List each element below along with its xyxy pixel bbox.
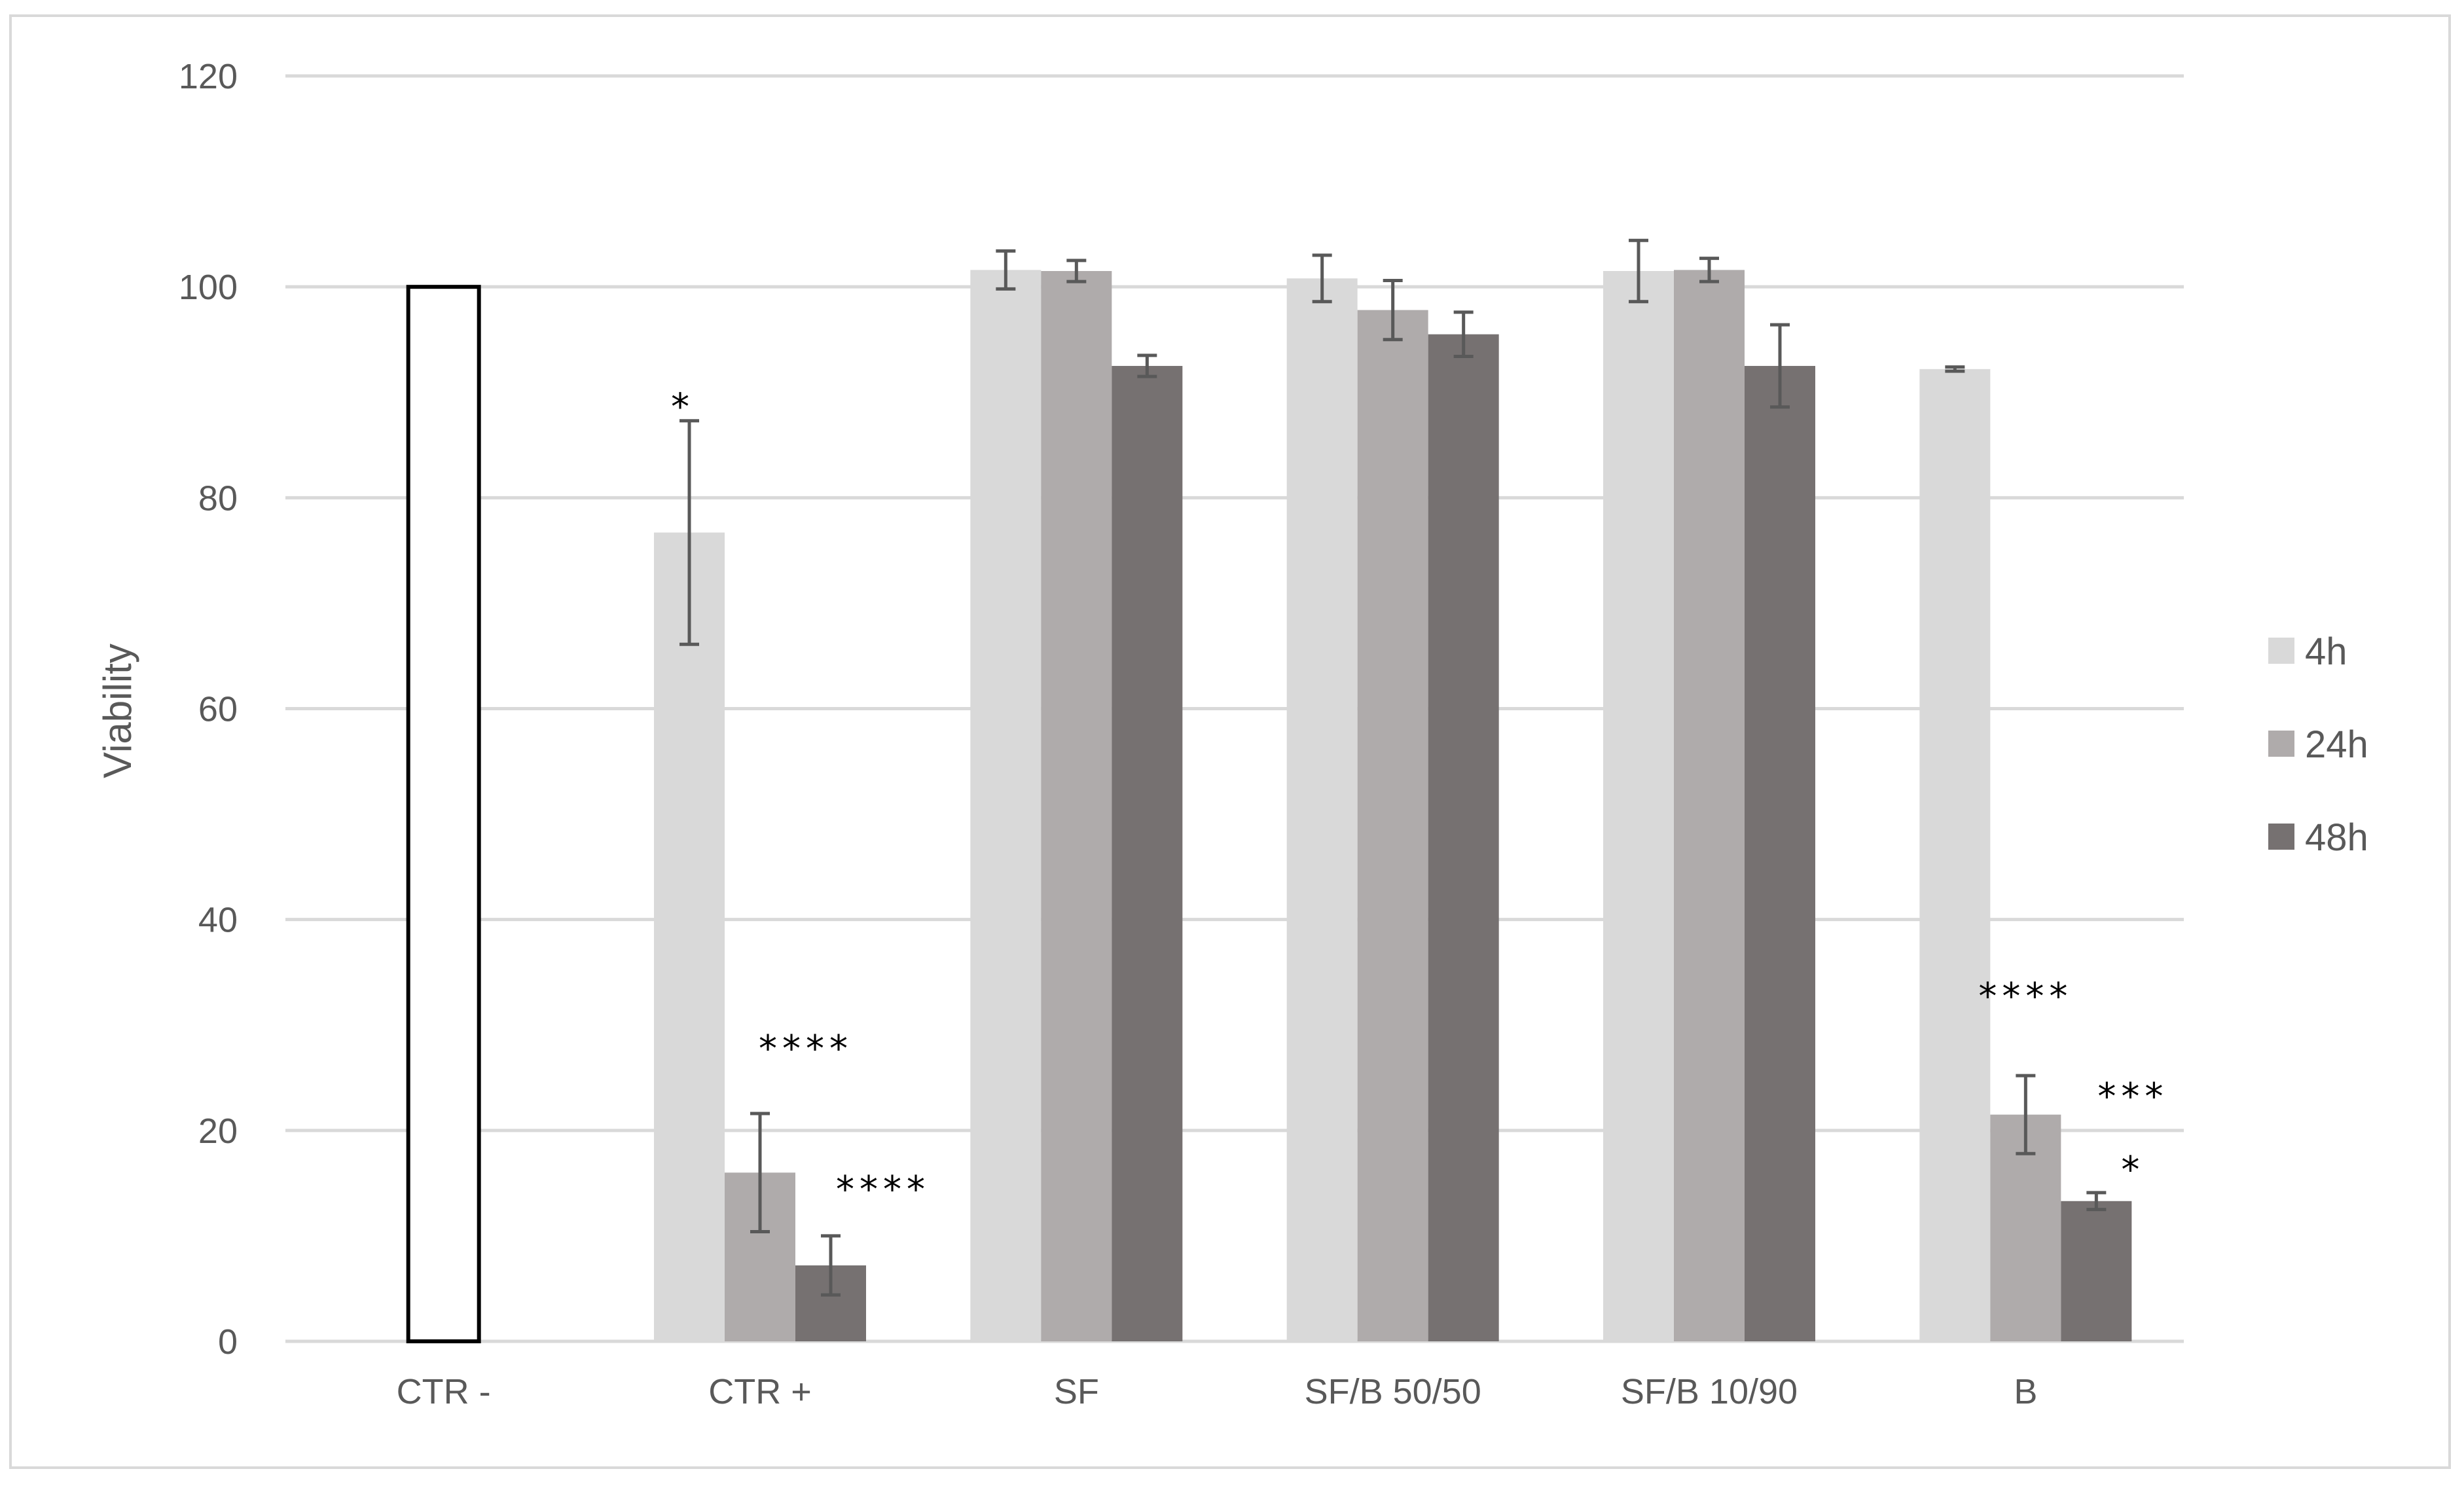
error-bar bbox=[1629, 238, 1648, 304]
legend-label: 4h bbox=[2305, 630, 2347, 673]
bars bbox=[406, 270, 2132, 1344]
x-category-label: SF/B 10/90 bbox=[1621, 1372, 1798, 1411]
error-bar bbox=[2016, 1074, 2036, 1155]
x-category-label: CTR - bbox=[397, 1372, 491, 1411]
error-bar bbox=[996, 249, 1016, 291]
significance-marker: * bbox=[2121, 1149, 2145, 1191]
error-bar bbox=[1453, 310, 1474, 358]
significance-marker: **** bbox=[836, 1169, 930, 1211]
bar-48h bbox=[1745, 365, 1815, 1341]
error-bar bbox=[2086, 1191, 2107, 1212]
bar-4h bbox=[654, 532, 725, 1341]
error-bar bbox=[1383, 279, 1403, 342]
significance-marker: **** bbox=[759, 1028, 853, 1070]
y-tick-label: 120 bbox=[179, 57, 238, 96]
x-category-label: CTR + bbox=[708, 1372, 812, 1411]
error-bar bbox=[679, 419, 699, 646]
error-bar bbox=[1066, 259, 1087, 283]
bar-48h bbox=[1112, 365, 1183, 1341]
bar-48h bbox=[1428, 334, 1499, 1341]
error-bar bbox=[1945, 365, 1965, 373]
significance-marker: **** bbox=[1978, 975, 2073, 1018]
y-tick-label: 20 bbox=[198, 1112, 238, 1151]
error-bars bbox=[679, 238, 2107, 1297]
bar-4h bbox=[1286, 278, 1358, 1341]
y-tick-label: 0 bbox=[218, 1322, 238, 1362]
y-tick-label: 100 bbox=[179, 268, 238, 307]
error-bar bbox=[821, 1234, 841, 1297]
bar-4h bbox=[1919, 369, 1991, 1341]
x-category-label: SF/B 50/50 bbox=[1305, 1372, 1481, 1411]
chart-frame: 0 20 40 60 80 100 120 Viability * **** **** **** *… bbox=[9, 14, 2451, 1469]
bar-24h bbox=[1041, 271, 1112, 1342]
y-tick-label: 80 bbox=[198, 479, 238, 518]
significance-markers: ***************** bbox=[671, 386, 2168, 1211]
bar-4h bbox=[970, 270, 1042, 1342]
error-bar bbox=[750, 1112, 770, 1233]
legend: 4h 24h 48h bbox=[2268, 630, 2368, 859]
gridlines bbox=[285, 74, 2184, 1343]
significance-marker: * bbox=[671, 386, 695, 429]
significance-marker: *** bbox=[2097, 1076, 2168, 1118]
y-tick-label: 60 bbox=[198, 690, 238, 729]
x-category-label: B bbox=[2014, 1372, 2037, 1411]
x-category-label: SF bbox=[1054, 1372, 1099, 1411]
error-bar bbox=[1770, 323, 1790, 409]
y-axis-tick-labels: 0 20 40 60 80 100 120 bbox=[179, 57, 238, 1362]
error-bar bbox=[1699, 257, 1719, 283]
legend-swatch-48h bbox=[2268, 824, 2294, 850]
legend-label: 24h bbox=[2305, 723, 2368, 766]
legend-swatch-24h bbox=[2268, 731, 2294, 757]
error-bar bbox=[1312, 253, 1332, 304]
y-axis-title: Viability bbox=[96, 643, 139, 778]
error-bar bbox=[1137, 353, 1157, 378]
bar-24h bbox=[1674, 270, 1745, 1342]
legend-label: 48h bbox=[2305, 816, 2368, 859]
x-axis-category-labels: CTR - CTR + SF SF/B 50/50 SF/B 10/90 B bbox=[397, 1372, 2038, 1411]
legend-swatch-4h bbox=[2268, 638, 2294, 664]
bar-48h bbox=[2061, 1201, 2132, 1341]
bar-control bbox=[406, 285, 481, 1344]
bar-4h bbox=[1603, 271, 1674, 1342]
y-tick-label: 40 bbox=[198, 901, 238, 940]
bar-24h bbox=[1357, 310, 1428, 1342]
